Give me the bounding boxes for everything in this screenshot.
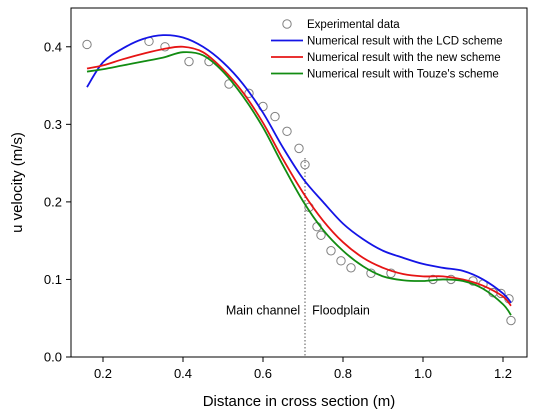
data-point	[282, 126, 292, 137]
data-point	[270, 111, 280, 122]
x-tick-label: 1.0	[414, 366, 432, 381]
annotation-label: Main channel	[226, 303, 300, 317]
y-tick-label: 0.0	[44, 350, 62, 365]
plot-content: Main channel Floodplain	[82, 34, 516, 357]
axis-ticks: 0.2 0.4 0.6 0.8 1.0 1.2 0.0 0.1 0.2 0.3 0.4	[44, 39, 512, 381]
legend-label: Numerical result with Touze's scheme	[307, 69, 499, 81]
data-point	[346, 263, 356, 273]
legend-label: Numerical result with the new scheme	[307, 52, 501, 64]
y-tick-label: 0.4	[44, 39, 62, 54]
x-axis-title: Distance in cross section (m)	[203, 393, 396, 410]
y-tick-label: 0.2	[44, 194, 62, 209]
series-line-2	[86, 45, 512, 307]
data-point	[244, 88, 254, 99]
legend-marker	[282, 19, 292, 29]
data-point	[184, 56, 194, 67]
plot-frame	[70, 7, 528, 358]
legend: Experimental data Numerical result with t…	[271, 19, 503, 81]
x-tick-label: 1.2	[494, 366, 512, 381]
x-tick-label: 0.8	[334, 366, 352, 381]
data-point	[160, 42, 170, 52]
annotation-label: Floodplain	[312, 303, 370, 317]
data-point	[294, 143, 304, 154]
data-point	[506, 315, 516, 326]
y-tick-label: 0.3	[44, 117, 62, 132]
series-line-3	[86, 51, 512, 316]
data-point	[386, 268, 396, 278]
y-axis-title: u velocity (m/s)	[9, 132, 26, 233]
data-point	[326, 246, 336, 256]
legend-label: Experimental data	[307, 19, 400, 31]
data-point	[300, 159, 310, 170]
legend-label: Numerical result with the LCD scheme	[307, 36, 503, 48]
x-tick-label: 0.2	[94, 366, 112, 381]
x-tick-label: 0.6	[254, 366, 272, 381]
data-point	[82, 39, 92, 50]
data-point	[316, 230, 326, 240]
x-tick-label: 0.4	[174, 366, 192, 381]
data-point	[336, 256, 346, 266]
series-line-1	[86, 34, 512, 304]
y-tick-label: 0.1	[44, 272, 62, 287]
